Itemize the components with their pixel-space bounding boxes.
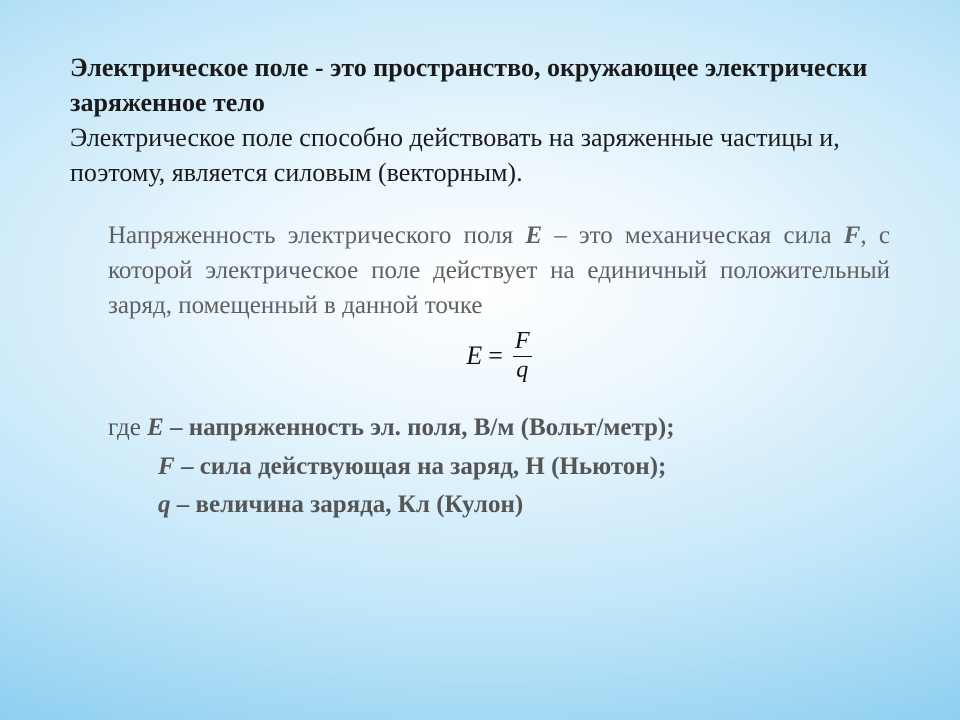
where-E-symbol: E [147, 414, 164, 441]
formula-lhs: E [466, 341, 482, 371]
where-line-F: F – сила действующая на заряд, Н (Ньютон… [158, 448, 890, 487]
def-symbol-E: E [525, 222, 542, 249]
where-q-desc: – величина заряда, Кл (Кулон) [171, 491, 524, 518]
formula-inner: E = F q [466, 329, 531, 382]
body-block: Напряженность электрического поля E – эт… [108, 218, 890, 525]
heading-block: Электрическое поле - это пространство, о… [70, 50, 900, 190]
where-line-q: q – величина заряда, Кл (Кулон) [158, 486, 890, 525]
def-part2: – это механическая сила [542, 222, 844, 249]
where-line-E: где E – напряженность эл. поля, В/м (Вол… [108, 409, 890, 448]
where-intro: где [108, 414, 147, 441]
where-q-symbol: q [158, 491, 171, 518]
formula-fraction: F q [513, 329, 532, 382]
heading-bold: Электрическое поле - это пространство, о… [70, 53, 867, 117]
where-E-desc: – напряженность эл. поля, В/м (Вольт/мет… [164, 414, 675, 441]
where-block: где E – напряженность эл. поля, В/м (Вол… [108, 409, 890, 525]
definition-text: Напряженность электрического поля E – эт… [108, 218, 890, 323]
slide: Электрическое поле - это пространство, о… [0, 0, 960, 720]
def-symbol-F: F [844, 222, 861, 249]
heading-rest: Электрическое поле способно действовать … [70, 123, 840, 187]
where-F-symbol: F [158, 453, 175, 480]
formula-block: E = F q [108, 329, 890, 382]
formula-numerator: F [513, 329, 532, 354]
where-F-desc: – сила действующая на заряд, Н (Ньютон); [175, 453, 667, 480]
formula-eq: = [488, 341, 503, 371]
def-part1: Напряженность электрического поля [108, 222, 525, 249]
formula-denominator: q [514, 358, 530, 383]
